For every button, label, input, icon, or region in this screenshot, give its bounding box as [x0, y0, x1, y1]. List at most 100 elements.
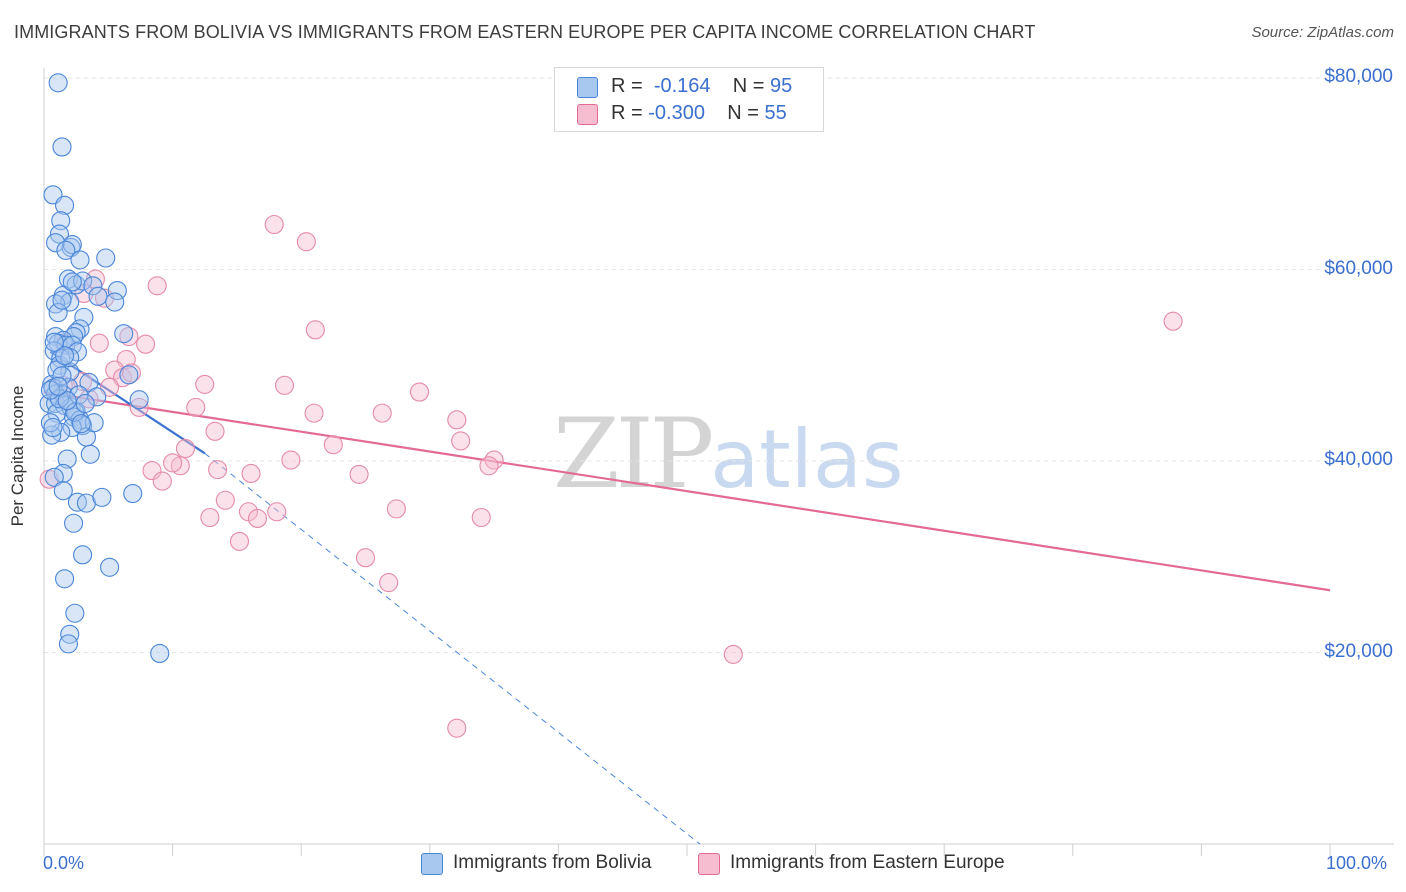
legend-r-label: R = — [611, 75, 643, 97]
data-point-eastern-europe — [479, 456, 499, 476]
data-point-bolivia — [48, 303, 68, 323]
correlation-legend: R = -0.164 N = 95 R = -0.300 N = 55 — [554, 67, 824, 132]
data-point-bolivia — [55, 195, 75, 215]
axes — [43, 68, 1394, 856]
data-point-bolivia — [123, 484, 143, 504]
data-point-bolivia — [65, 603, 85, 623]
y-tick-label: $20,000 — [1324, 640, 1393, 662]
data-point-bolivia — [52, 290, 72, 310]
data-point-eastern-europe — [205, 421, 225, 441]
data-point-bolivia — [114, 324, 134, 344]
data-point-eastern-europe — [186, 397, 206, 417]
legend-n-label: N = — [727, 102, 759, 124]
trend-lines — [43, 350, 1331, 845]
data-point-eastern-europe — [170, 456, 190, 476]
data-point-eastern-europe — [215, 490, 235, 510]
data-point-bolivia — [52, 366, 72, 386]
data-point-eastern-europe — [247, 508, 268, 529]
data-point-eastern-europe — [349, 464, 369, 484]
data-point-bolivia — [44, 467, 64, 487]
data-point-bolivia — [67, 342, 87, 362]
data-point-eastern-europe — [267, 502, 287, 522]
y-tick-label: $40,000 — [1324, 449, 1393, 470]
bottom-legend-label-eastern-europe: Immigrants from Eastern Europe — [730, 852, 1005, 873]
x-tick-label-min: 0.0% — [43, 853, 85, 873]
data-point-eastern-europe — [409, 382, 430, 402]
legend-swatch-eastern-europe — [577, 104, 598, 125]
data-point-bolivia — [75, 393, 95, 414]
data-point-bolivia — [119, 365, 139, 385]
y-axis-label: Per Capita Income — [8, 385, 27, 527]
data-point-bolivia — [88, 286, 108, 306]
data-point-bolivia — [74, 307, 94, 327]
data-point-eastern-europe — [1163, 311, 1183, 331]
data-point-eastern-europe — [142, 461, 162, 481]
data-point-eastern-europe — [296, 232, 316, 252]
data-point-bolivia — [44, 332, 64, 352]
data-point-eastern-europe — [200, 507, 220, 528]
data-point-eastern-europe — [264, 214, 284, 235]
data-point-eastern-europe — [89, 333, 109, 353]
data-point-bolivia — [70, 319, 90, 339]
legend-n-value: 95 — [770, 75, 793, 97]
trend-line-eastern-europe — [43, 390, 1331, 592]
data-point-eastern-europe — [323, 435, 343, 455]
watermark-atlas: atlas — [710, 413, 904, 506]
data-point-bolivia — [52, 137, 72, 157]
data-point-eastern-europe — [129, 397, 149, 417]
data-point-bolivia — [71, 414, 91, 434]
data-point-bolivia — [150, 643, 170, 664]
data-point-bolivia — [80, 444, 100, 464]
data-point-eastern-europe — [241, 463, 261, 483]
data-point-eastern-europe — [281, 450, 301, 470]
data-point-bolivia — [53, 481, 73, 501]
data-point-eastern-europe — [723, 644, 743, 664]
data-point-bolivia — [57, 449, 77, 469]
legend-n-value: 55 — [764, 102, 787, 124]
y-tick-label: $60,000 — [1324, 257, 1393, 279]
data-point-bolivia — [55, 569, 75, 589]
series-bolivia-points — [39, 73, 170, 664]
source-note: Source: ZipAtlas.com — [1251, 24, 1394, 41]
legend-swatch-bolivia — [577, 77, 598, 98]
data-point-bolivia — [96, 248, 116, 268]
data-point-bolivia — [46, 233, 66, 253]
data-point-eastern-europe — [447, 718, 467, 738]
data-point-bolivia — [60, 624, 80, 644]
data-point-bolivia — [73, 271, 93, 291]
data-point-bolivia — [58, 634, 78, 654]
trend-line-bolivia — [49, 350, 206, 455]
data-point-eastern-europe — [195, 374, 215, 394]
bottom-legend-label-bolivia: Immigrants from Bolivia — [453, 852, 652, 873]
bottom-legend-swatch-eastern-europe — [698, 853, 720, 875]
data-point-eastern-europe — [119, 326, 139, 347]
data-point-bolivia — [92, 487, 112, 507]
data-point-bolivia — [129, 390, 149, 410]
data-point-eastern-europe — [372, 403, 392, 423]
bottom-legend-swatch-bolivia — [421, 853, 443, 875]
series-eastern-europe-points — [39, 214, 1183, 738]
data-point-eastern-europe — [274, 375, 295, 395]
data-point-bolivia — [56, 240, 76, 260]
legend-r-value: -0.164 — [653, 75, 711, 97]
y-tick-label: $80,000 — [1324, 66, 1393, 87]
data-point-bolivia — [107, 281, 127, 301]
data-point-bolivia — [48, 73, 68, 93]
data-point-bolivia — [64, 513, 84, 533]
data-point-eastern-europe — [304, 403, 324, 423]
data-point-eastern-europe — [484, 450, 504, 470]
data-point-bolivia — [73, 545, 93, 565]
data-point-eastern-europe — [447, 410, 467, 430]
data-point-eastern-europe — [355, 548, 376, 568]
data-point-eastern-europe — [208, 460, 228, 480]
data-point-bolivia — [100, 557, 120, 577]
data-point-eastern-europe — [451, 431, 471, 451]
data-point-eastern-europe — [305, 320, 325, 340]
data-point-eastern-europe — [386, 499, 406, 519]
chart-title: IMMIGRANTS FROM BOLIVIA VS IMMIGRANTS FR… — [14, 22, 1036, 42]
data-point-bolivia — [83, 276, 103, 296]
data-point-bolivia — [48, 376, 68, 396]
data-point-eastern-europe — [105, 360, 125, 380]
legend-n-label: N = — [732, 75, 765, 97]
